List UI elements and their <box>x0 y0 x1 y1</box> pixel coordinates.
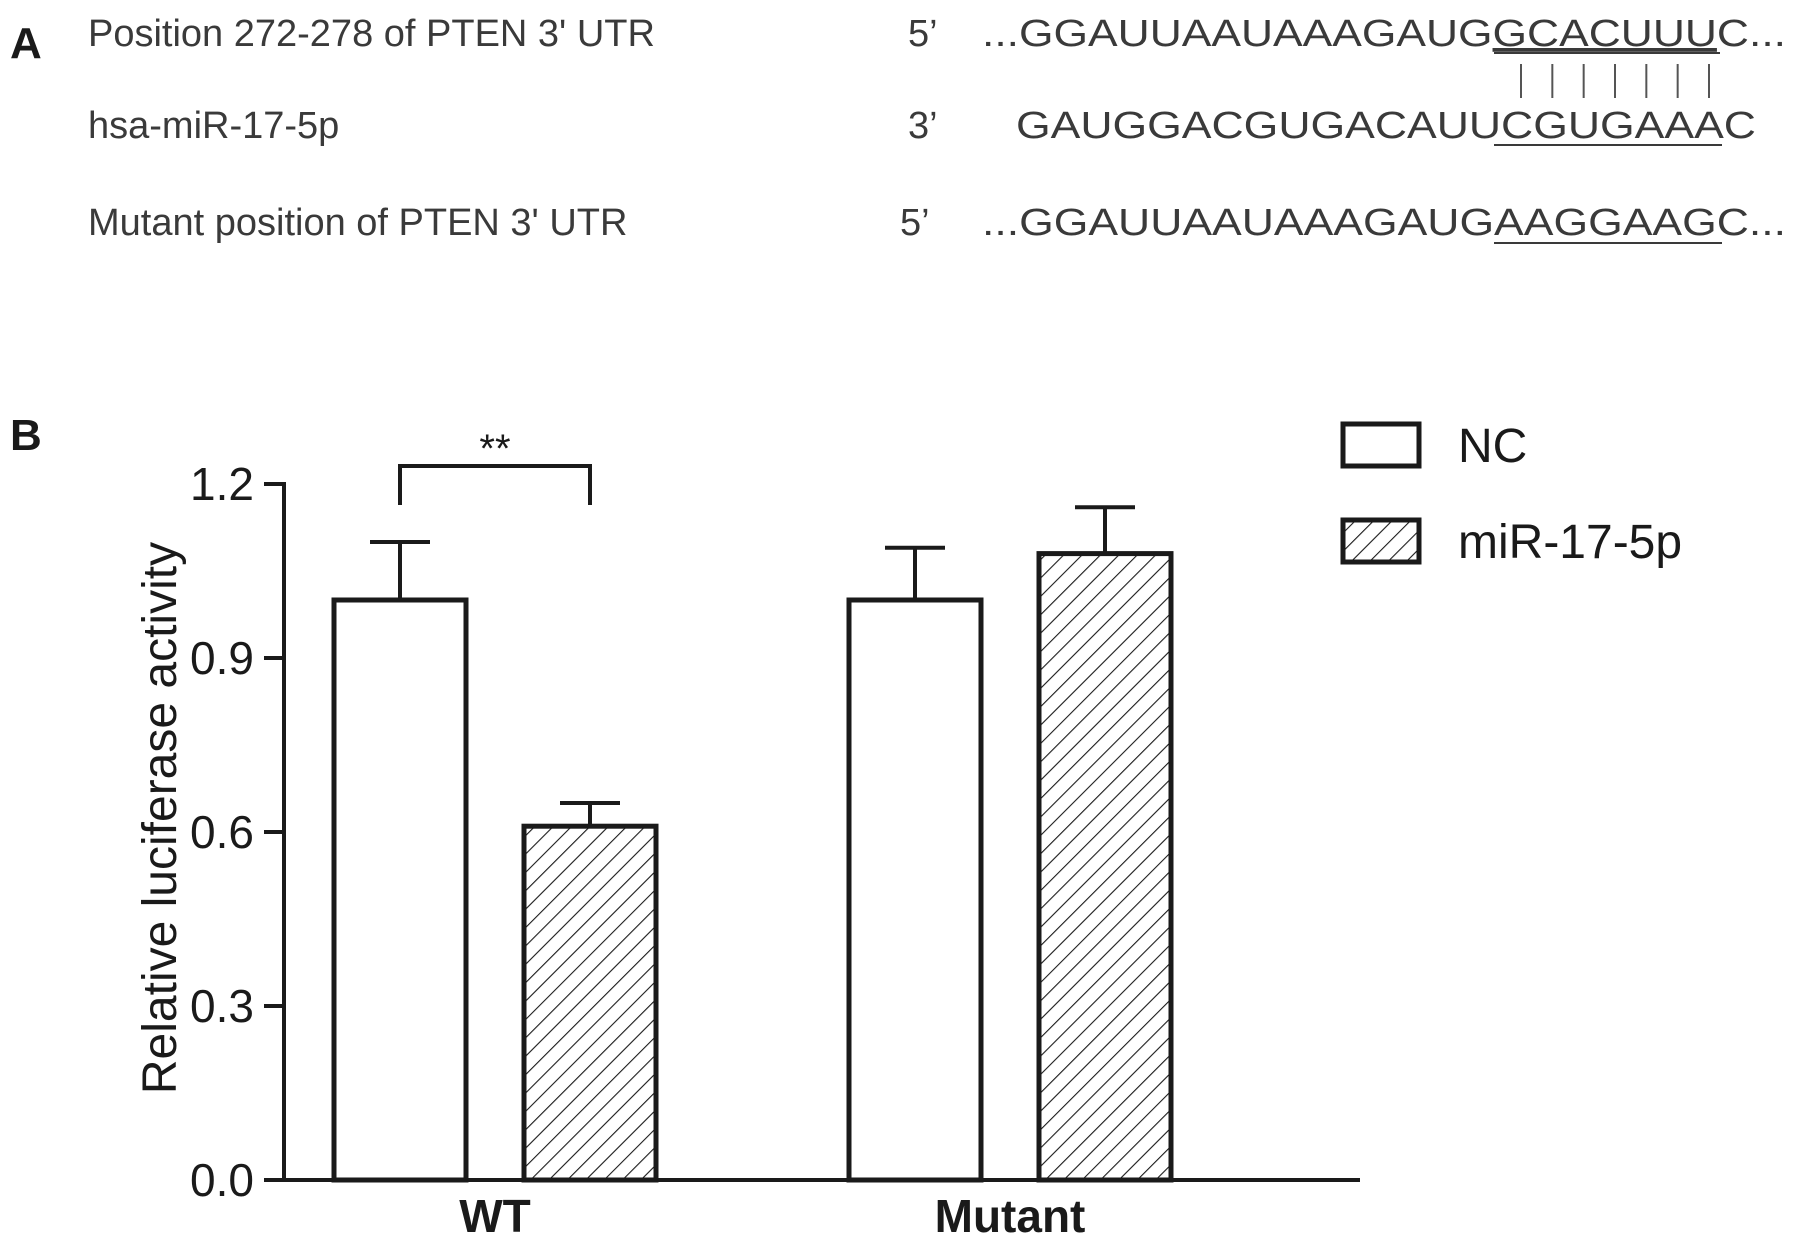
y-axis-label: Relative luciferase activity <box>134 542 187 1094</box>
seq-seed-site: CGUGAAA <box>1501 105 1725 147</box>
bar-chart: Relative luciferase activity 0.00.30.60.… <box>134 420 1682 1242</box>
bar-mir-17-5p-mutant <box>1036 551 1174 1183</box>
significance-bracket: ** <box>398 427 592 505</box>
seq-mutant-site: AAGGAAG <box>1494 202 1717 244</box>
y-tick-label: 0.3 <box>190 980 254 1032</box>
sequence-row-wt-utr: Position 272-278 of PTEN 3' UTR 5’ ...GG… <box>88 13 1786 55</box>
seq-suffix: C... <box>1717 202 1786 244</box>
row-end-wt-utr: 5’ <box>908 13 938 55</box>
legend-label: miR-17-5p <box>1458 516 1682 569</box>
y-tick-label: 0.6 <box>190 806 254 858</box>
row-name-mirna: hsa-miR-17-5p <box>88 105 339 147</box>
legend-swatch <box>1340 517 1422 565</box>
bar-nc-wt <box>331 597 469 1183</box>
bar-nc-mutant <box>846 597 984 1183</box>
seq-prefix: GAUGGACGUGACAUU <box>1016 105 1501 147</box>
bar-mir-17-5p-wt <box>521 823 659 1183</box>
row-name-wt-utr: Position 272-278 of PTEN 3' UTR <box>88 13 655 55</box>
sequence-wt-utr: ...GGAUUAAUAAAGAUG GCACUUU C... <box>982 13 1786 55</box>
seq-suffix: C <box>1724 105 1756 147</box>
bracket-line <box>398 464 592 505</box>
sequence-row-mirna: hsa-miR-17-5p 3’ GAUGGACGUGACAUU CGUGAAA C <box>88 105 1756 147</box>
sequence-mutant-utr: ...GGAUUAAUAAAGAUG AAGGAAG C... <box>982 202 1786 244</box>
panel-a-label: A <box>10 19 42 68</box>
seq-prefix: ...GGAUUAAUAAAGAUG <box>982 202 1494 244</box>
y-tick-label: 0.9 <box>190 632 254 684</box>
x-category-label: WT <box>459 1190 531 1242</box>
x-category-label: Mutant <box>935 1190 1086 1242</box>
significance-marker: ** <box>479 427 510 471</box>
y-tick-label: 0.0 <box>190 1154 254 1206</box>
base-pairing-lines <box>1520 64 1710 98</box>
sequence-mirna: GAUGGACGUGACAUU CGUGAAA C <box>1016 105 1756 147</box>
bars <box>331 505 1174 1183</box>
axes <box>282 482 1360 1182</box>
y-tick-label: 1.2 <box>190 458 254 510</box>
y-axis-ticks: 0.0 0.3 0.6 0.9 1.2 <box>190 458 284 1206</box>
legend-label: NC <box>1458 420 1527 473</box>
row-end-mirna: 3’ <box>908 105 938 147</box>
seq-prefix: ...GGAUUAAUAAAGAUG <box>982 13 1493 55</box>
seq-suffix: C... <box>1717 13 1786 55</box>
row-end-mutant-utr: 5’ <box>900 202 930 244</box>
legend-swatch <box>1340 421 1422 469</box>
panel-b-label: B <box>10 411 42 460</box>
sequence-row-mutant-utr: Mutant position of PTEN 3' UTR 5’ ...GGA… <box>88 202 1786 244</box>
legend: NC miR-17-5p <box>1340 420 1682 569</box>
x-axis-labels: WT Mutant <box>459 1190 1085 1242</box>
seq-seed-site: GCACUUU <box>1493 13 1717 55</box>
row-name-mutant-utr: Mutant position of PTEN 3' UTR <box>88 202 627 244</box>
